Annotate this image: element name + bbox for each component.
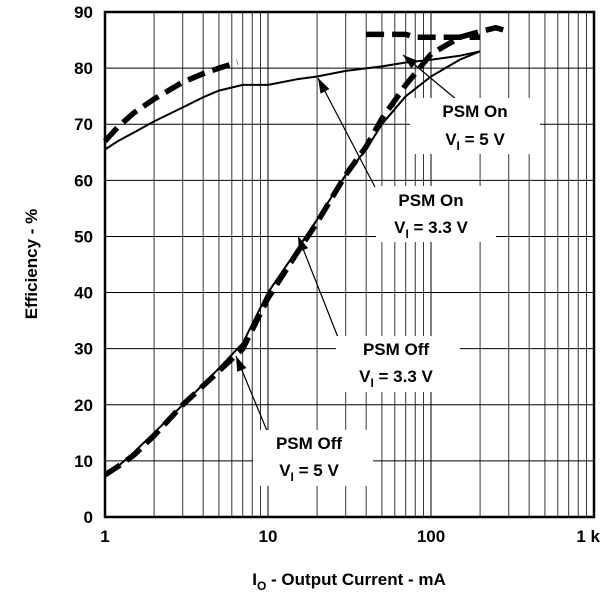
annotation-leader-line xyxy=(317,77,376,188)
annotation-leader-line xyxy=(297,235,342,346)
annotation-label-line1: PSM On xyxy=(398,191,463,210)
y-tick-label: 30 xyxy=(74,340,93,359)
series-line-2 xyxy=(102,59,239,143)
y-tick-labels: 0 10 20 30 40 50 60 70 80 90 xyxy=(74,3,93,527)
y-tick-label: 50 xyxy=(74,227,93,246)
plot-frame xyxy=(103,10,596,519)
y-tick-label: 90 xyxy=(74,3,93,22)
annotation-label-line1: PSM Off xyxy=(363,340,429,359)
y-tick-label: 20 xyxy=(74,396,93,415)
annotation-label-line1: PSM On xyxy=(442,102,507,121)
annotation-label-line2: VI = 5 V xyxy=(445,130,505,153)
series-line-3 xyxy=(366,31,481,41)
x-tick-label: 1 k xyxy=(576,527,600,546)
annotation-arrowhead xyxy=(236,356,247,372)
annotation-label-line2: VI = 3.3 V xyxy=(394,218,468,241)
x-tick-label: 1 xyxy=(100,527,109,546)
x-tick-labels: 1 10 100 1 k xyxy=(100,527,600,546)
annotation-arrowhead xyxy=(403,55,418,69)
annotation-label-bg xyxy=(336,336,460,392)
grid xyxy=(105,12,594,517)
annotation-label-bg xyxy=(410,98,540,154)
series-line-5 xyxy=(103,24,510,478)
y-tick-label: 80 xyxy=(74,59,93,78)
annotations-group: PSM On VI = 5 V PSM On VI = 3.3 V PSM Off VI … xyxy=(235,54,540,486)
y-axis-title: Efficiency - % xyxy=(22,209,41,320)
annotation-label-line2: VI = 3.3 V xyxy=(359,367,433,390)
y-tick-label: 40 xyxy=(74,284,93,303)
y-tick-label: 60 xyxy=(74,171,93,190)
annotation-arrowhead xyxy=(298,236,309,252)
y-tick-label: 0 xyxy=(84,508,93,527)
y-tick-label: 10 xyxy=(74,452,93,471)
annotation-arrowhead xyxy=(318,78,330,94)
annotation-label-line1: PSM Off xyxy=(276,434,342,453)
series-group xyxy=(102,24,510,478)
annotation-label-line2: VI = 5 V xyxy=(279,461,339,484)
x-axis-title: IO - Output Current - mA xyxy=(252,570,446,593)
annotation-label-bg xyxy=(376,186,496,242)
x-tick-label: 10 xyxy=(259,527,278,546)
x-tick-label: 100 xyxy=(417,527,445,546)
annotation-label-bg xyxy=(253,430,373,486)
y-tick-label: 70 xyxy=(74,115,93,134)
